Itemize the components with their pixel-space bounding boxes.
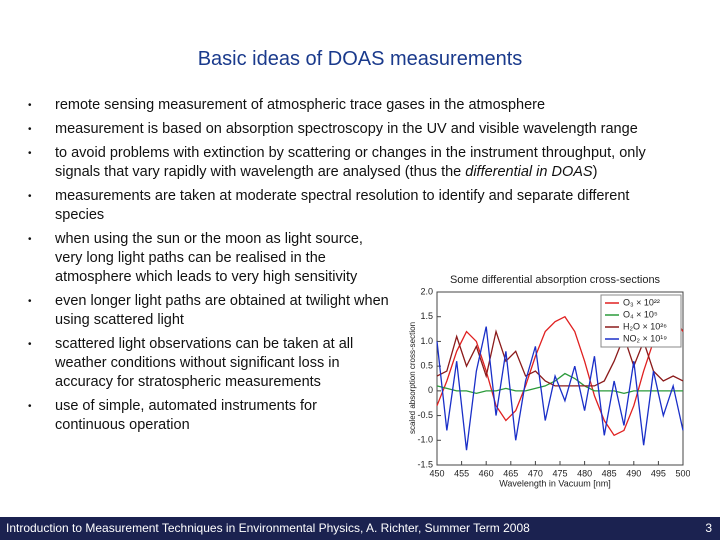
y-tick-label: 0.5 xyxy=(420,361,433,371)
x-tick-label: 470 xyxy=(528,468,543,478)
y-axis-label: scaled absorption cross-section xyxy=(408,322,417,434)
legend-label: H₂O × 10²⁶ xyxy=(623,321,667,331)
bullet: remote sensing measurement of atmospheri… xyxy=(28,96,670,115)
x-tick-label: 480 xyxy=(577,468,592,478)
bullet: measurements are taken at moderate spect… xyxy=(28,187,670,225)
x-tick-label: 450 xyxy=(429,468,444,478)
chart-title: Some differential absorption cross-secti… xyxy=(450,274,661,286)
bullet: to avoid problems with extinction by sca… xyxy=(28,144,670,182)
slide-title: Basic ideas of DOAS measurements xyxy=(197,48,523,70)
footer-text: Introduction to Measurement Techniques i… xyxy=(6,521,530,535)
series-line xyxy=(436,372,683,395)
x-tick-label: 455 xyxy=(454,468,469,478)
x-tick-label: 500 xyxy=(675,468,690,478)
y-tick-label: 1.5 xyxy=(420,311,433,321)
emphasis: differential in DOAS xyxy=(465,164,593,180)
x-tick-label: 495 xyxy=(651,468,666,478)
bullet: when using the sun or the moon as light … xyxy=(28,230,390,287)
footer: Introduction to Measurement Techniques i… xyxy=(0,517,720,540)
x-tick-label: 485 xyxy=(602,468,617,478)
y-tick-label: -0.5 xyxy=(417,410,433,420)
y-tick-label: 2.0 xyxy=(420,286,433,296)
y-tick-label: 0 xyxy=(428,385,433,395)
x-tick-label: 465 xyxy=(503,468,518,478)
x-tick-label: 490 xyxy=(626,468,641,478)
x-tick-label: 475 xyxy=(552,468,567,478)
bullet-text: ) xyxy=(592,164,598,180)
bullet: use of simple, automated instruments for… xyxy=(28,397,390,435)
legend-label: O₃ × 10²² xyxy=(623,297,660,307)
bullet: measurement is based on absorption spect… xyxy=(28,120,670,139)
x-axis-label: Wavelength in Vacuum [nm] xyxy=(499,478,611,488)
bullet: scattered light observations can be take… xyxy=(28,335,390,392)
bullet: even longer light paths are obtained at … xyxy=(28,292,390,330)
bullet-text: to avoid problems with extinction by sca… xyxy=(55,145,646,180)
x-tick-label: 460 xyxy=(479,468,494,478)
bullet-list: remote sensing measurement of atmospheri… xyxy=(28,96,670,440)
y-tick-label: -1.0 xyxy=(417,435,433,445)
y-tick-label: 1.0 xyxy=(420,336,433,346)
y-tick-label: -1.5 xyxy=(417,459,433,469)
series-line xyxy=(436,326,684,451)
legend-label: O₄ × 10⁵ xyxy=(623,309,658,319)
legend-label: NO₂ × 10¹⁹ xyxy=(623,333,667,343)
page-number: 3 xyxy=(705,521,712,535)
chart: Some differential absorption cross-secti… xyxy=(408,274,690,488)
series-line xyxy=(436,315,684,437)
